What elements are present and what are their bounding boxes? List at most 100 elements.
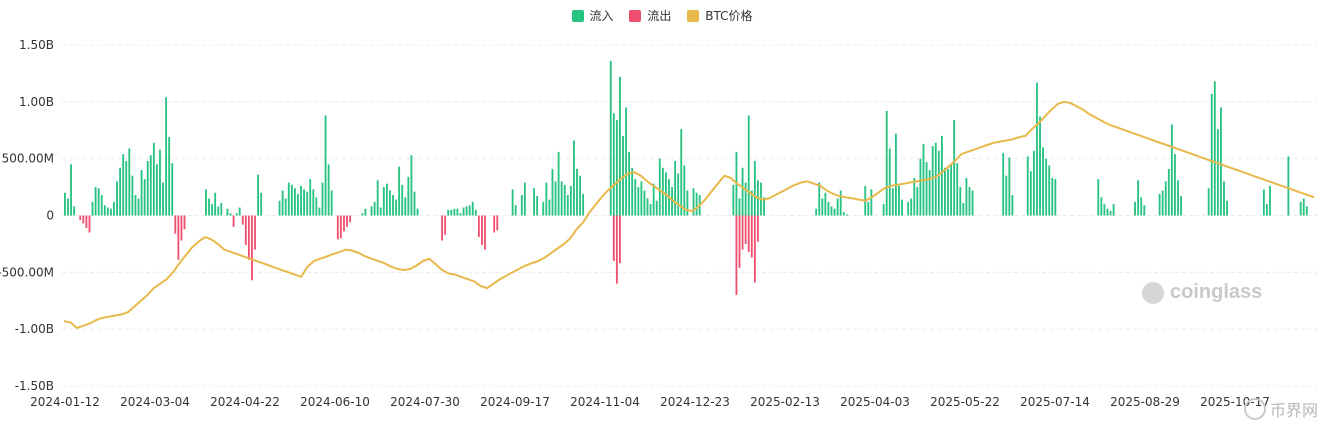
- inflow-bar: [836, 198, 839, 216]
- inflow-bar: [1143, 205, 1146, 216]
- inflow-bar: [119, 167, 122, 216]
- inflow-bar: [64, 192, 66, 216]
- watermark-text: coinglass: [1170, 281, 1263, 303]
- outflow-bar: [251, 215, 253, 281]
- inflow-bar: [229, 213, 232, 216]
- y-tick-label: -500.00M: [0, 265, 54, 279]
- inflow-bar: [1161, 190, 1164, 216]
- outflow-bar: [247, 215, 250, 260]
- inflow-bar: [566, 195, 569, 216]
- x-tick-label: 2024-07-30: [390, 395, 460, 409]
- outflow-bar: [735, 215, 738, 296]
- inflow-bar: [67, 198, 69, 216]
- inflow-bar: [459, 213, 462, 216]
- inflow-bar: [741, 167, 744, 216]
- inflow-bar: [738, 198, 741, 216]
- inflow-bar: [1287, 156, 1290, 216]
- inflow-bar: [818, 182, 821, 216]
- legend-outflow[interactable]: 流出: [629, 7, 671, 24]
- outflow-bar: [496, 215, 499, 231]
- inflow-bar: [1036, 82, 1038, 216]
- inflow-bar: [830, 206, 833, 216]
- inflow-bar: [919, 158, 922, 216]
- inflow-bar: [327, 164, 330, 216]
- inflow-bar: [1051, 177, 1054, 216]
- inflow-bar: [885, 110, 888, 216]
- inflow-bar: [1011, 195, 1014, 216]
- inflow-bar: [940, 135, 943, 216]
- inflow-bar: [944, 167, 946, 216]
- outflow-bar: [444, 215, 447, 235]
- y-tick-label: 1.00B: [19, 95, 54, 109]
- inflow-bar: [149, 155, 152, 216]
- inflow-bar: [655, 200, 658, 216]
- inflow-bar: [125, 160, 128, 216]
- inflow-bar: [1223, 181, 1225, 216]
- inflow-bar: [1026, 156, 1029, 216]
- inflow-bar: [364, 208, 367, 216]
- inflow-bar: [692, 188, 695, 216]
- inflow-bar: [573, 140, 575, 216]
- outflow-bar: [339, 215, 342, 239]
- x-tick-label: 2024-11-04: [570, 395, 640, 409]
- outflow-bar: [241, 215, 244, 225]
- y-tick-label: -1.50B: [15, 379, 54, 393]
- x-tick-label: 2024-03-04: [120, 395, 190, 409]
- inflow-bar: [1174, 154, 1176, 216]
- inflow-bar: [658, 158, 661, 216]
- inflow-bar: [321, 182, 324, 216]
- inflow-bar: [968, 187, 971, 216]
- inflow-bar: [652, 183, 655, 216]
- inflow-bar: [1226, 200, 1228, 216]
- inflow-bar: [680, 129, 683, 216]
- outflow-bar: [177, 215, 180, 260]
- inflow-bar: [376, 180, 379, 216]
- inflow-bar: [1213, 81, 1216, 216]
- inflow-bar: [514, 205, 517, 216]
- inflow-bar: [168, 137, 171, 216]
- inflow-bar: [634, 179, 637, 216]
- inflow-bar: [235, 213, 238, 216]
- inflow-bar: [913, 177, 916, 216]
- outflow-bar: [349, 215, 352, 223]
- inflow-bar: [370, 206, 373, 216]
- inflow-bar: [937, 150, 940, 216]
- btc-price-line: [63, 100, 1315, 329]
- inflow-bar: [128, 148, 131, 216]
- inflow-bar: [1269, 185, 1271, 216]
- inflow-bar: [612, 113, 615, 216]
- inflow-bar: [753, 160, 756, 216]
- inflow-bar: [152, 142, 155, 216]
- inflow-bar: [1103, 204, 1106, 216]
- inflow-bar: [300, 185, 302, 216]
- inflow-bar: [91, 201, 94, 216]
- inflow-bar: [511, 189, 514, 216]
- inflow-bar: [533, 188, 535, 216]
- inflow-bar: [821, 198, 824, 216]
- outflow-bar: [82, 215, 85, 224]
- inflow-bar: [956, 163, 959, 216]
- inflow-bar: [361, 213, 364, 216]
- inflow-bar: [284, 198, 287, 216]
- inflow-bar: [520, 195, 523, 216]
- inflow-bar: [226, 208, 229, 216]
- legend-price-label: BTC价格: [705, 9, 753, 23]
- legend-inflow[interactable]: 流入: [571, 7, 614, 24]
- inflow-bar: [306, 191, 309, 216]
- inflow-bar: [404, 197, 407, 216]
- inflow-bar: [462, 207, 465, 216]
- y-tick-label: 0: [46, 209, 54, 223]
- inflow-bar: [97, 188, 100, 216]
- inflow-bar: [551, 168, 554, 216]
- inflow-bar: [1137, 180, 1140, 216]
- inflow-bar: [217, 206, 220, 216]
- outflow-bar: [343, 215, 345, 232]
- legend-price[interactable]: BTC价格: [687, 7, 752, 24]
- inflow-bar: [456, 208, 459, 216]
- inflow-bar: [950, 165, 953, 216]
- inflow-bar: [260, 192, 263, 216]
- outflow-bar: [741, 215, 744, 250]
- inflow-bar: [1140, 197, 1143, 216]
- inflow-bar: [134, 195, 137, 216]
- outflow-bar: [747, 215, 750, 252]
